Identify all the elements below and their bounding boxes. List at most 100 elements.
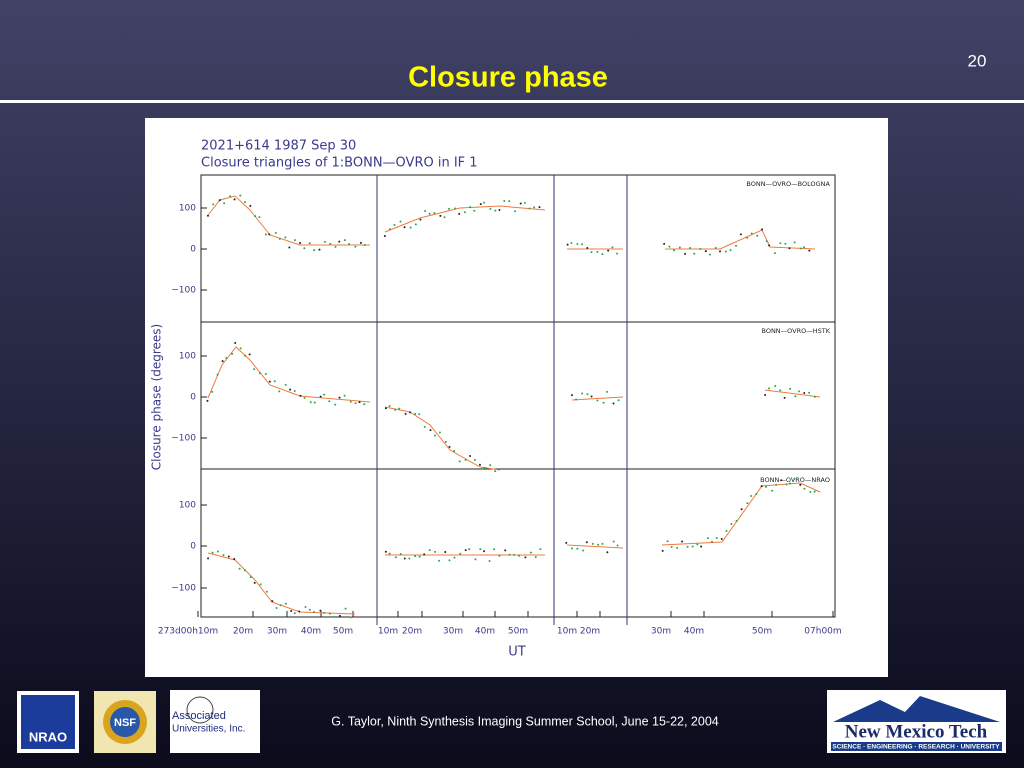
data-point: [808, 249, 811, 252]
data-point: [318, 248, 321, 251]
data-point: [254, 215, 257, 218]
logo-text: NSF: [114, 717, 136, 729]
data-point: [293, 612, 296, 615]
data-point: [612, 402, 615, 405]
data-point: [783, 396, 786, 399]
model-curve: [571, 396, 624, 401]
data-point: [523, 201, 526, 204]
data-point: [358, 401, 361, 404]
data-point: [760, 485, 763, 488]
model-curve: [764, 389, 821, 398]
data-point: [216, 550, 219, 553]
data-point: [303, 396, 306, 399]
data-point: [231, 352, 234, 355]
data-point: [483, 467, 486, 470]
data-point: [443, 216, 446, 219]
data-point: [519, 202, 522, 205]
data-point: [670, 545, 673, 548]
x-tick-label: 20m: [233, 627, 253, 637]
data-point: [328, 612, 331, 615]
data-point: [474, 558, 477, 561]
data-point: [423, 553, 426, 556]
data-point: [264, 373, 267, 376]
logo-globe: [110, 707, 140, 737]
data-point: [586, 393, 589, 396]
data-point: [755, 493, 758, 496]
data-point: [479, 548, 482, 551]
data-point: [788, 482, 791, 485]
data-point: [606, 551, 609, 554]
x-tick-label: 30m: [651, 627, 671, 637]
data-point: [691, 545, 694, 548]
data-point: [409, 411, 412, 414]
data-point: [607, 249, 610, 252]
data-point: [288, 246, 291, 249]
x-tick-label: 10m: [557, 627, 577, 637]
data-point: [699, 247, 702, 250]
data-point: [239, 347, 242, 350]
data-point: [344, 607, 347, 610]
y-tick-label: 0: [190, 245, 196, 255]
data-point: [464, 549, 467, 552]
data-point: [571, 547, 574, 550]
page-number: 20: [968, 51, 987, 70]
data-point: [206, 399, 209, 402]
data-point: [264, 233, 267, 236]
data-point: [409, 226, 412, 229]
data-point: [414, 412, 417, 415]
data-point: [739, 233, 742, 236]
data-point: [771, 489, 774, 492]
data-point: [308, 242, 311, 245]
data-point: [686, 545, 689, 548]
data-point: [225, 357, 228, 360]
data-point: [265, 590, 268, 593]
logo-crosshair: [186, 696, 214, 724]
data-point: [803, 246, 806, 249]
logo-mountains: [833, 696, 1000, 722]
data-point: [666, 540, 669, 543]
data-point: [428, 549, 431, 552]
data-point: [393, 223, 396, 226]
data-point: [244, 354, 247, 357]
data-point: [388, 552, 391, 555]
data-point: [334, 245, 337, 248]
data-point: [404, 412, 407, 415]
nsf-logo: NSF: [94, 691, 156, 753]
x-tick-label: 07h00m: [804, 627, 841, 637]
x-tick-label: 40m: [684, 627, 704, 637]
data-point: [343, 239, 346, 242]
title-rule: [0, 100, 1024, 103]
data-point: [808, 391, 811, 394]
data-point: [673, 249, 676, 252]
plot-frame: [200, 174, 836, 618]
data-point: [329, 242, 332, 245]
data-point: [489, 207, 492, 210]
data-point: [338, 614, 341, 617]
y-tick-label: 100: [179, 352, 196, 362]
data-point: [348, 242, 351, 245]
data-point: [663, 242, 666, 245]
data-point: [503, 199, 506, 202]
data-point: [448, 559, 451, 562]
y-tick-label: 0: [190, 542, 196, 552]
data-point: [469, 206, 472, 209]
data-point: [596, 250, 599, 253]
data-point: [779, 389, 782, 392]
data-point: [668, 245, 671, 248]
data-point: [359, 241, 362, 244]
data-point: [538, 206, 541, 209]
data-point: [581, 243, 584, 246]
data-point: [473, 209, 476, 212]
data-point: [706, 537, 709, 540]
data-point: [319, 395, 322, 398]
data-point: [612, 540, 615, 543]
x-tick-label: 50m: [333, 627, 353, 637]
data-point: [508, 553, 511, 556]
data-point: [761, 228, 764, 231]
data-point: [423, 425, 426, 428]
data-point: [524, 556, 527, 559]
data-point: [582, 549, 585, 552]
data-point: [323, 611, 326, 614]
